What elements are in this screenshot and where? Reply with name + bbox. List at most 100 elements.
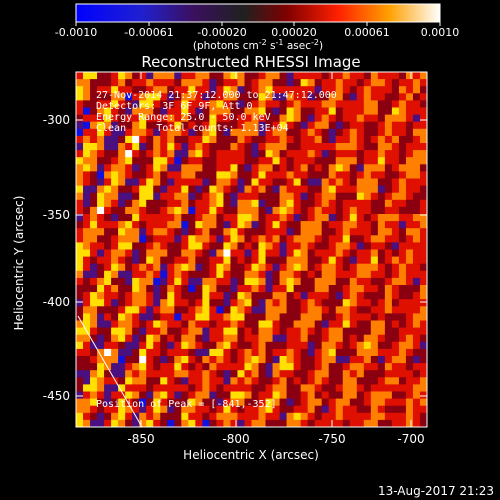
image-pixel [132, 306, 140, 314]
image-pixel [118, 270, 126, 279]
image-pixel [384, 412, 393, 421]
image-pixel [230, 150, 239, 158]
image-pixel [188, 370, 196, 378]
image-pixel [419, 285, 427, 293]
image-pixel [244, 412, 253, 421]
image-pixel [335, 334, 344, 343]
image-pixel [391, 370, 400, 378]
image-pixel [328, 363, 337, 371]
image-pixel [174, 341, 182, 350]
image-pixel [286, 348, 295, 357]
image-pixel [412, 228, 421, 236]
image-pixel [314, 313, 323, 322]
image-pixel [230, 93, 239, 101]
image-pixel [153, 384, 161, 393]
image-pixel [146, 150, 154, 158]
image-pixel [279, 93, 288, 101]
image-pixel [104, 277, 112, 286]
image-pixel [335, 93, 344, 101]
image-pixel [188, 128, 196, 137]
image-pixel [244, 185, 253, 194]
footer-timestamp: 13-Aug-2017 21:23 [378, 484, 494, 498]
image-pixel [335, 405, 344, 414]
image-pixel [258, 348, 267, 357]
image-pixel [111, 398, 119, 407]
image-pixel [146, 100, 154, 109]
image-pixel [174, 405, 182, 414]
image-pixel [202, 306, 210, 314]
image-pixel [384, 164, 393, 172]
image-pixel [342, 292, 351, 300]
image-pixel [83, 79, 91, 87]
image-pixel [419, 256, 427, 265]
image-pixel [139, 277, 147, 286]
image-pixel [188, 341, 196, 350]
image-pixel [321, 214, 330, 222]
image-pixel [104, 86, 112, 94]
image-pixel [419, 398, 427, 407]
image-pixel [216, 256, 225, 265]
image-pixel [272, 249, 281, 258]
image-pixel [202, 263, 210, 272]
image-pixel [363, 334, 372, 343]
image-pixel [307, 419, 316, 427]
image-pixel [300, 206, 309, 215]
image-pixel [265, 285, 274, 293]
image-pixel [279, 221, 288, 229]
image-pixel [349, 412, 358, 421]
image-pixel [384, 150, 393, 158]
image-pixel [258, 277, 267, 286]
image-pixel [181, 412, 189, 421]
image-pixel [384, 86, 393, 94]
image-pixel [314, 263, 323, 272]
image-pixel [97, 214, 105, 222]
image-pixel [370, 221, 379, 229]
image-pixel [342, 270, 351, 279]
image-pixel [279, 384, 288, 393]
image-pixel [293, 285, 302, 293]
image-pixel [160, 228, 168, 236]
image-pixel [258, 398, 267, 407]
image-pixel [342, 107, 351, 116]
image-pixel [188, 277, 196, 286]
image-pixel [356, 86, 365, 94]
image-pixel [181, 100, 189, 109]
image-pixel [258, 164, 267, 172]
image-pixel [391, 334, 400, 343]
image-pixel [377, 242, 386, 251]
image-pixel [356, 341, 365, 350]
image-pixel [195, 157, 203, 165]
image-pixel [244, 405, 253, 414]
image-pixel [160, 306, 168, 314]
image-pixel [265, 384, 274, 393]
image-pixel [83, 214, 91, 222]
image-pixel [405, 164, 414, 172]
image-pixel [174, 100, 182, 109]
image-pixel [328, 270, 337, 279]
image-pixel [279, 135, 288, 144]
image-pixel [153, 256, 161, 265]
image-pixel [391, 327, 400, 336]
image-pixel [160, 419, 168, 427]
image-pixel [216, 206, 225, 215]
image-pixel [349, 135, 358, 144]
image-pixel [398, 363, 407, 371]
image-pixel [76, 221, 84, 229]
image-pixel [209, 306, 217, 314]
image-pixel [223, 285, 232, 293]
image-pixel [335, 214, 344, 222]
image-pixel [146, 285, 154, 293]
image-pixel [258, 327, 267, 336]
image-pixel [118, 341, 126, 350]
image-pixel [300, 398, 309, 407]
image-pixel [167, 228, 175, 236]
image-pixel [377, 72, 386, 80]
image-pixel [230, 107, 239, 116]
image-pixel [181, 277, 189, 286]
image-pixel [377, 356, 386, 364]
image-pixel [139, 249, 147, 258]
image-pixel [384, 285, 393, 293]
image-pixel [174, 150, 182, 158]
image-pixel [279, 164, 288, 172]
image-pixel [90, 398, 98, 407]
